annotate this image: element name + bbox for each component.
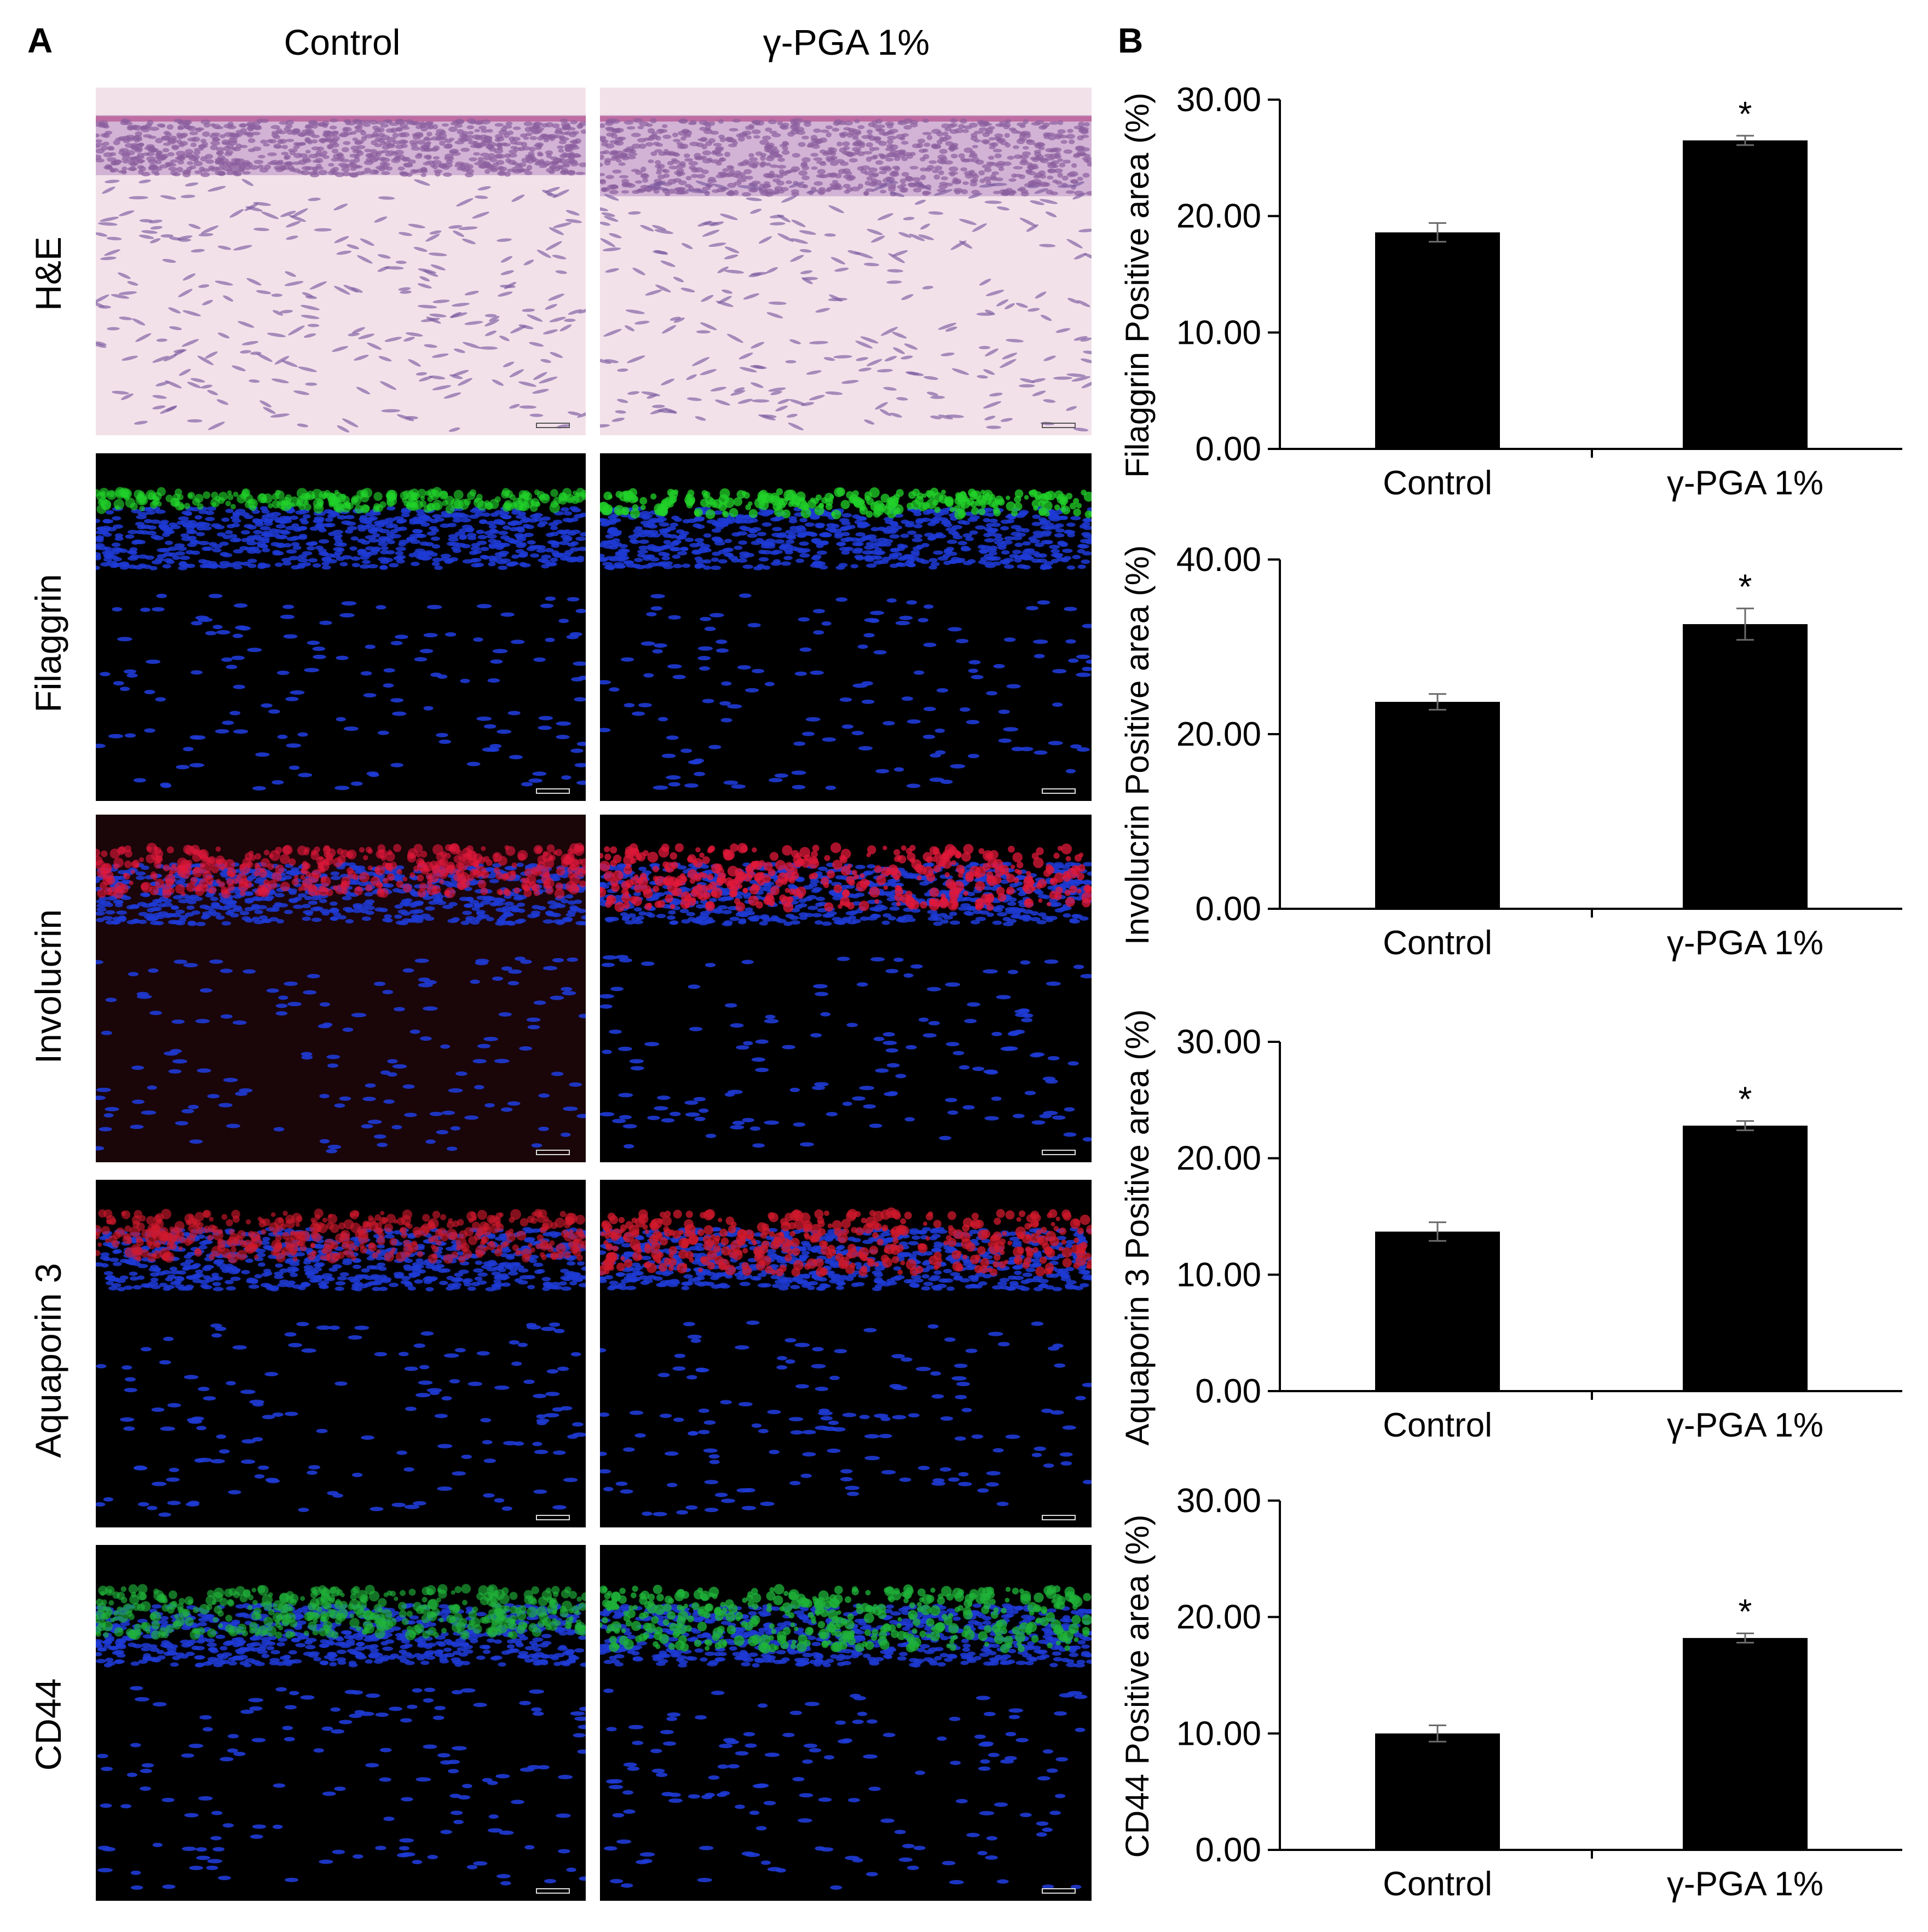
bar-chart-2: 0.00 20.00 40.00 Control * γ-PGA 1% Involucrin… [1119,541,1902,962]
x-tick-label: Control [1383,924,1492,962]
bar-pga [1683,1126,1808,1391]
bar-pga [1683,140,1808,449]
micrograph-aquaporin-control [96,1180,586,1527]
y-axis-label: Aquaporin 3 Positive area (%) [1119,1009,1156,1445]
y-axis-label: Filaggrin Positive area (%) [1119,93,1156,478]
y-tick-label: 20.00 [1176,716,1261,753]
bar-chart-1: 0.00 10.00 20.00 30.00 Control * γ-PGA 1% Filag… [1119,81,1902,502]
y-tick-label: 0.00 [1195,1831,1261,1869]
micrograph-involucrin-pga [600,815,1092,1162]
x-tick-label: γ-PGA 1% [1667,1865,1823,1903]
micrograph-involucrin-control [96,815,586,1162]
column-title-pga: γ-PGA 1% [763,22,930,62]
y-tick-label: 0.00 [1195,890,1261,928]
panel-a-letter: A [27,21,53,60]
y-tick-label: 40.00 [1176,541,1261,579]
y-tick-label: 20.00 [1176,198,1261,235]
bar-control [1375,1231,1500,1391]
x-tick-label: Control [1383,1865,1492,1903]
micrograph-filaggrin-control [96,453,586,801]
micrograph-cd44-pga [600,1545,1092,1901]
panel-b-letter: B [1118,21,1144,60]
significance-marker: * [1739,567,1752,606]
x-tick-label: γ-PGA 1% [1667,924,1823,962]
bar-pga [1683,1637,1808,1850]
significance-marker: * [1739,1591,1752,1631]
x-tick-label: Control [1383,1406,1492,1444]
x-tick-label: Control [1383,464,1492,502]
y-axis-label: Involucrin Positive area (%) [1119,545,1156,945]
micrograph-he-pga [600,88,1092,435]
y-tick-label: 30.00 [1176,1482,1261,1520]
y-tick-label: 10.00 [1176,1256,1261,1294]
y-tick-label: 0.00 [1195,430,1261,468]
bar-control [1375,1733,1500,1850]
micrograph-cd44-control [96,1545,586,1901]
micrograph-he-control [96,88,586,435]
y-axis-label: CD44 Positive area (%) [1119,1515,1156,1858]
bar-chart-4: 0.00 10.00 20.00 30.00 Control * γ-PGA 1% CD44 … [1119,1482,1902,1903]
bar-chart-3: 0.00 10.00 20.00 30.00 Control * γ-PGA 1% Aquap… [1119,1009,1902,1446]
bar-control [1375,232,1500,449]
x-tick-label: γ-PGA 1% [1667,464,1823,502]
significance-marker: * [1739,1080,1752,1119]
micrograph-aquaporin-pga [600,1180,1092,1527]
significance-marker: * [1739,94,1752,134]
y-tick-label: 10.00 [1176,314,1261,351]
y-tick-label: 20.00 [1176,1140,1261,1178]
x-tick-label: γ-PGA 1% [1667,1406,1823,1444]
micrograph-filaggrin-pga [600,453,1092,801]
bar-pga [1683,624,1808,909]
y-tick-label: 30.00 [1176,81,1261,119]
y-tick-label: 20.00 [1176,1599,1261,1636]
y-tick-label: 10.00 [1176,1715,1261,1752]
y-tick-label: 0.00 [1195,1372,1261,1410]
bar-control [1375,701,1500,909]
column-title-control: Control [284,22,401,62]
y-tick-label: 30.00 [1176,1023,1261,1061]
